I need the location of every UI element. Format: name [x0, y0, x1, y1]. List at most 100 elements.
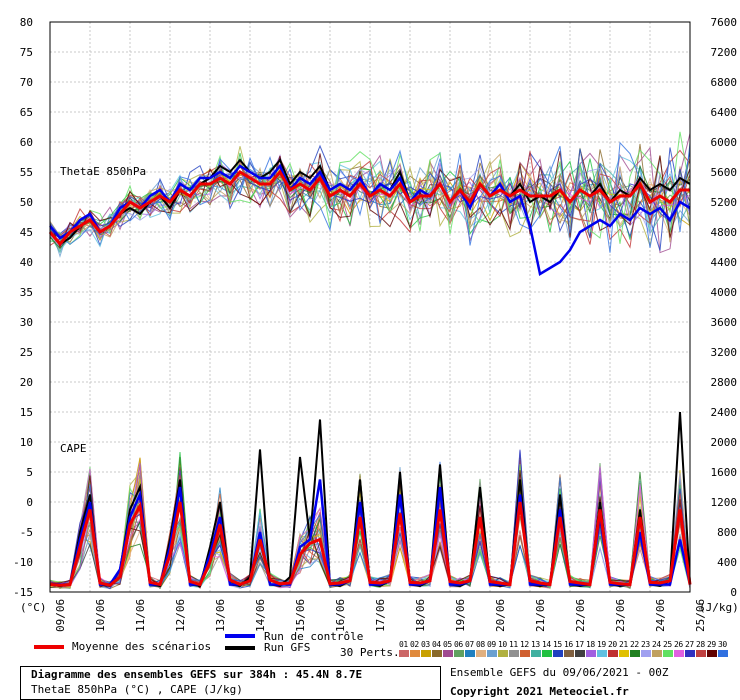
left-tick-label: 25	[20, 346, 33, 359]
info-title: Diagramme des ensembles GEFS sur 384h : …	[31, 668, 363, 681]
perturbation-thetae-line	[49, 151, 691, 258]
pert-color-box	[663, 650, 673, 657]
pert-color-box	[586, 650, 596, 657]
left-tick-label: 35	[20, 286, 33, 299]
perts-legend-label: 30 Perts.	[340, 646, 400, 659]
info-subtitle: ThetaE 850hPa (°C) , CAPE (J/kg)	[31, 683, 243, 696]
thetae-panel-label: ThetaE 850hPa	[60, 165, 146, 178]
x-tick-label: 18/06	[414, 599, 427, 632]
left-tick-label: 65	[20, 106, 33, 119]
x-tick-label: 19/06	[454, 599, 467, 632]
pert-color-box	[641, 650, 651, 657]
right-tick-label: 7200	[711, 46, 738, 59]
pert-color-box	[399, 650, 409, 657]
gfs-legend-label: Run GFS	[264, 641, 311, 654]
pert-color-box	[575, 650, 585, 657]
ensemble-run-label: Ensemble GEFS du 09/06/2021 - 00Z	[450, 666, 669, 679]
left-tick-label: -5	[20, 526, 33, 539]
pert-number: 30	[718, 640, 727, 649]
pert-color-box	[454, 650, 464, 657]
right-tick-label: 2000	[711, 436, 738, 449]
x-tick-label: 20/06	[494, 599, 507, 632]
left-axis-label: (°C)	[20, 601, 47, 614]
left-tick-label: 0	[26, 496, 33, 509]
right-tick-label: 0	[730, 586, 737, 599]
pert-color-box	[674, 650, 684, 657]
plot-frame	[49, 21, 691, 593]
x-tick-label: 25/06	[694, 599, 707, 632]
pert-number: 06	[454, 640, 463, 649]
left-tick-label: 75	[20, 46, 33, 59]
pert-color-box	[432, 650, 442, 657]
info-box: Diagramme des ensembles GEFS sur 384h : …	[20, 666, 441, 700]
right-tick-label: 5600	[711, 166, 738, 179]
pert-number: 28	[696, 640, 705, 649]
pert-number: 07	[465, 640, 474, 649]
right-tick-label: 4400	[711, 256, 738, 269]
left-tick-label: 20	[20, 376, 33, 389]
pert-number: 17	[575, 640, 584, 649]
left-tick-label: 5	[26, 466, 33, 479]
pert-color-box	[443, 650, 453, 657]
pert-color-box	[696, 650, 706, 657]
right-tick-label: 1200	[711, 496, 738, 509]
right-tick-label: 4000	[711, 286, 738, 299]
left-tick-label: -15	[13, 586, 33, 599]
x-tick-label: 15/06	[294, 599, 307, 632]
pert-number: 20	[608, 640, 617, 649]
mean-cape-line	[49, 500, 692, 587]
pert-color-box	[608, 650, 618, 657]
pert-color-box	[410, 650, 420, 657]
pert-color-box	[553, 650, 563, 657]
right-tick-label: 800	[717, 526, 737, 539]
axes: 80757065605550454035302520151050-5-10-15…	[13, 16, 739, 632]
left-tick-label: -10	[13, 556, 33, 569]
right-tick-label: 4800	[711, 226, 738, 239]
pert-number: 22	[630, 640, 639, 649]
perturbation-thetae-line	[49, 153, 691, 243]
pert-color-box	[498, 650, 508, 657]
pert-number: 13	[531, 640, 540, 649]
pert-number: 08	[476, 640, 485, 649]
right-tick-label: 3600	[711, 316, 738, 329]
pert-color-box	[465, 650, 475, 657]
right-tick-label: 7600	[711, 16, 738, 29]
perturbation-thetae-line	[49, 141, 691, 253]
left-tick-label: 80	[20, 16, 33, 29]
x-tick-label: 09/06	[54, 599, 67, 632]
pert-color-box	[421, 650, 431, 657]
left-tick-label: 45	[20, 226, 33, 239]
left-tick-label: 60	[20, 136, 33, 149]
pert-color-box	[630, 650, 640, 657]
pert-color-box	[520, 650, 530, 657]
x-tick-label: 14/06	[254, 599, 267, 632]
pert-color-box	[531, 650, 541, 657]
pert-number: 02	[410, 640, 419, 649]
pert-number: 11	[509, 640, 518, 649]
pert-color-box	[509, 650, 519, 657]
pert-number: 04	[432, 640, 441, 649]
pert-color-box	[476, 650, 486, 657]
perturbation-thetae-line	[49, 168, 691, 247]
control-legend-label: Run de contrôle	[264, 630, 364, 643]
right-axis-label: (J/kg)	[699, 601, 739, 614]
x-tick-label: 23/06	[614, 599, 627, 632]
pert-number: 14	[542, 640, 551, 649]
left-tick-label: 50	[20, 196, 33, 209]
right-tick-label: 6800	[711, 76, 738, 89]
pert-number: 29	[707, 640, 716, 649]
grid	[50, 21, 690, 593]
gfs-legend-swatch	[225, 646, 255, 650]
pert-color-box	[542, 650, 552, 657]
x-tick-label: 22/06	[574, 599, 587, 632]
x-tick-label: 13/06	[214, 599, 227, 632]
pert-number: 15	[553, 640, 562, 649]
right-tick-label: 5200	[711, 196, 738, 209]
pert-color-box	[685, 650, 695, 657]
left-tick-label: 70	[20, 76, 33, 89]
pert-number: 09	[487, 640, 496, 649]
pert-number: 16	[564, 640, 573, 649]
right-tick-label: 3200	[711, 346, 738, 359]
pert-number: 19	[597, 640, 606, 649]
